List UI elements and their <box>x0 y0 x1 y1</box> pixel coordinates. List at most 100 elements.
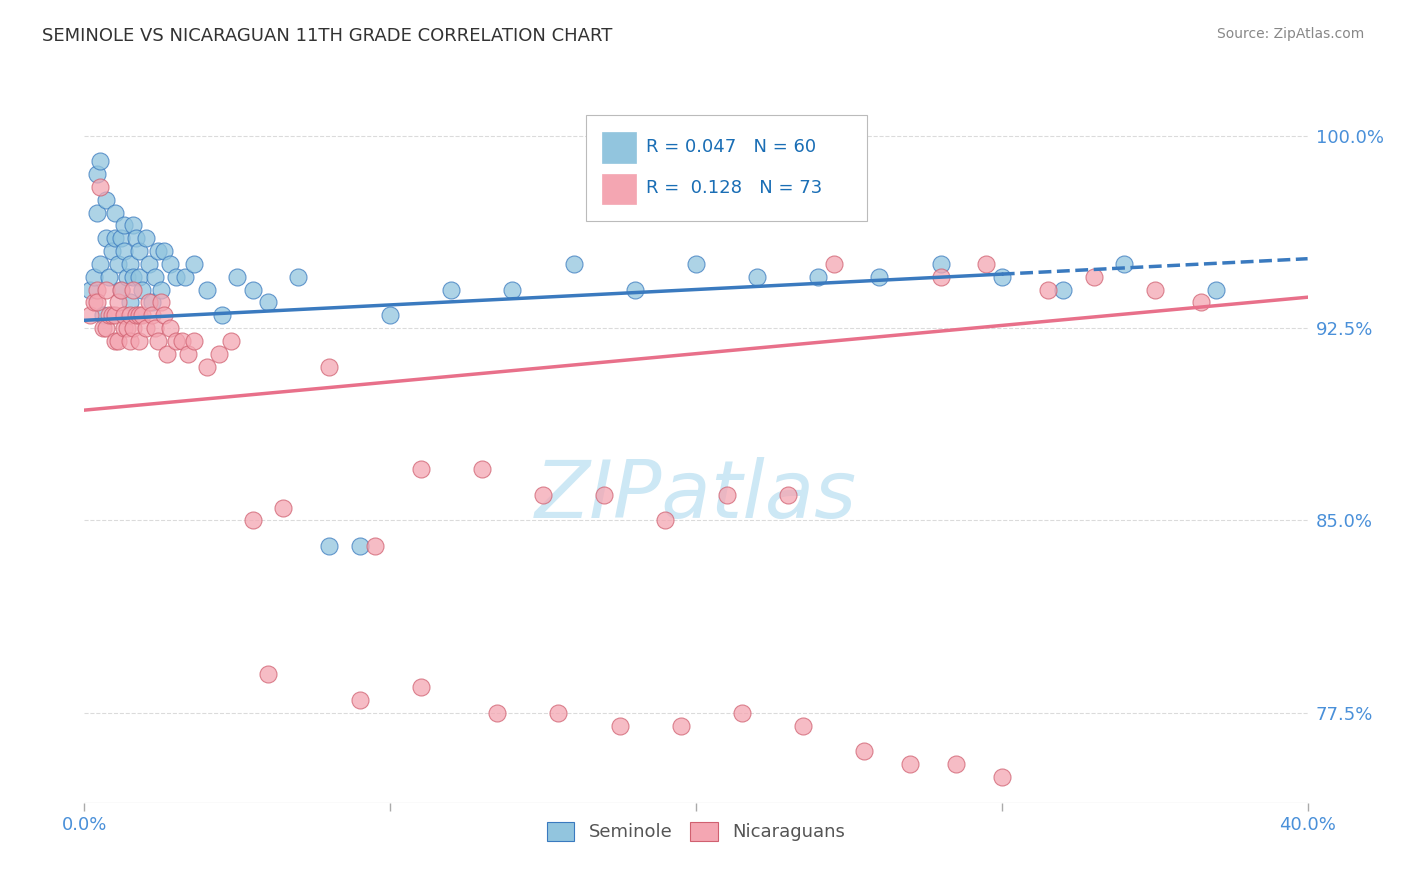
Point <box>94 231 117 245</box>
Point <box>159 321 181 335</box>
Point <box>141 308 163 322</box>
Point <box>91 321 114 335</box>
Point <box>183 334 205 348</box>
Point <box>440 283 463 297</box>
Point <box>165 334 187 348</box>
Point <box>219 334 242 348</box>
Point <box>991 269 1014 284</box>
Point <box>107 334 129 348</box>
Point <box>716 488 738 502</box>
Point <box>146 334 169 348</box>
Point <box>110 283 132 297</box>
Point <box>1114 257 1136 271</box>
Point <box>242 283 264 297</box>
Point <box>208 346 231 360</box>
Point <box>242 514 264 528</box>
Point <box>89 179 111 194</box>
Point <box>143 269 166 284</box>
Point <box>89 257 111 271</box>
Point <box>120 295 142 310</box>
Point <box>287 269 309 284</box>
Point <box>128 244 150 258</box>
Point <box>79 283 101 297</box>
Point <box>112 219 135 233</box>
Point <box>138 295 160 310</box>
Point <box>364 539 387 553</box>
Point <box>122 269 145 284</box>
Point <box>149 295 172 310</box>
Point <box>471 462 494 476</box>
Bar <box>602 174 636 204</box>
Point <box>929 257 952 271</box>
Point <box>1052 283 1074 297</box>
Point <box>409 681 432 695</box>
Point <box>562 257 585 271</box>
Point <box>153 308 176 322</box>
Point <box>624 283 647 297</box>
Point <box>122 283 145 297</box>
Point <box>91 308 114 322</box>
Point <box>271 500 294 515</box>
Point <box>112 321 135 335</box>
Point <box>976 257 998 271</box>
Point <box>125 308 148 322</box>
Point <box>112 244 135 258</box>
Point <box>1036 283 1059 297</box>
FancyBboxPatch shape <box>586 115 868 221</box>
Point <box>83 269 105 284</box>
Point <box>135 231 157 245</box>
Point <box>83 295 105 310</box>
Point <box>86 205 108 219</box>
Point <box>991 770 1014 784</box>
Point <box>86 167 108 181</box>
Point <box>183 257 205 271</box>
Point <box>211 308 233 322</box>
Point <box>1143 283 1166 297</box>
Point <box>107 295 129 310</box>
Point <box>110 231 132 245</box>
Point <box>172 334 194 348</box>
Point <box>101 308 124 322</box>
Point <box>654 514 676 528</box>
Point <box>159 257 181 271</box>
Point <box>110 283 132 297</box>
Point <box>86 295 108 310</box>
Point <box>107 257 129 271</box>
Point <box>94 283 117 297</box>
Point <box>156 346 179 360</box>
Point <box>120 308 142 322</box>
Point <box>609 719 631 733</box>
Point <box>125 231 148 245</box>
Point <box>153 244 176 258</box>
Point <box>128 334 150 348</box>
Point <box>853 744 876 758</box>
Text: Source: ZipAtlas.com: Source: ZipAtlas.com <box>1216 27 1364 41</box>
Point <box>685 257 707 271</box>
Point <box>823 257 845 271</box>
Point <box>146 244 169 258</box>
Point <box>120 257 142 271</box>
Point <box>195 359 218 374</box>
Point <box>929 269 952 284</box>
Point <box>86 283 108 297</box>
Point <box>593 488 616 502</box>
Point <box>731 706 754 720</box>
Point <box>318 359 340 374</box>
Point <box>122 321 145 335</box>
Point <box>747 269 769 284</box>
Point <box>318 539 340 553</box>
Legend: Seminole, Nicaraguans: Seminole, Nicaraguans <box>540 814 852 848</box>
Text: SEMINOLE VS NICARAGUAN 11TH GRADE CORRELATION CHART: SEMINOLE VS NICARAGUAN 11TH GRADE CORREL… <box>42 27 613 45</box>
Point <box>195 283 218 297</box>
Point <box>143 321 166 335</box>
Point <box>1189 295 1212 310</box>
Point <box>89 154 111 169</box>
Point <box>1205 283 1227 297</box>
Point <box>101 244 124 258</box>
Point <box>257 667 280 681</box>
Point <box>112 308 135 322</box>
Point <box>409 462 432 476</box>
Point <box>177 346 200 360</box>
Point <box>104 205 127 219</box>
Point <box>349 693 371 707</box>
